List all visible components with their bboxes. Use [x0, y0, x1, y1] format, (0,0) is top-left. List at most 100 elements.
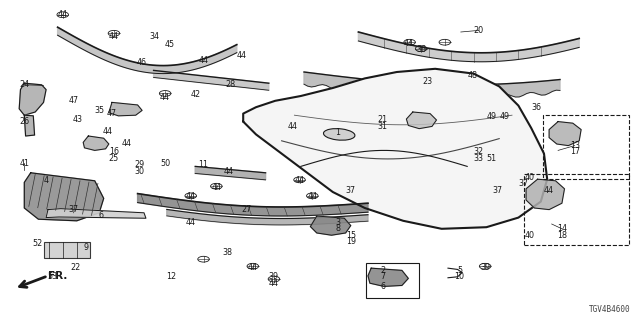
- Text: 44: 44: [269, 279, 279, 288]
- Polygon shape: [310, 216, 351, 235]
- Polygon shape: [368, 268, 408, 286]
- Text: 19: 19: [346, 237, 356, 246]
- Text: 51: 51: [486, 154, 497, 163]
- Text: 47: 47: [107, 109, 117, 118]
- Text: 39: 39: [269, 272, 279, 281]
- Text: 44: 44: [186, 218, 196, 227]
- Text: 45: 45: [164, 40, 175, 49]
- Text: 44: 44: [122, 140, 132, 148]
- Ellipse shape: [323, 129, 355, 140]
- Polygon shape: [24, 173, 104, 221]
- Text: 44: 44: [248, 263, 258, 272]
- Polygon shape: [167, 209, 368, 225]
- Text: FR.: FR.: [48, 271, 67, 281]
- Polygon shape: [109, 102, 142, 116]
- Polygon shape: [58, 27, 237, 74]
- Text: 44: 44: [211, 183, 221, 192]
- Bar: [366, 263, 419, 298]
- Text: 50: 50: [160, 159, 170, 168]
- Text: 39: 39: [480, 263, 490, 272]
- Text: 24: 24: [19, 80, 29, 89]
- Polygon shape: [526, 179, 564, 210]
- Text: 37: 37: [68, 205, 79, 214]
- Text: 13: 13: [570, 141, 580, 150]
- Text: 26: 26: [19, 117, 29, 126]
- Text: 44: 44: [58, 10, 68, 19]
- Text: 44: 44: [294, 176, 305, 185]
- Text: 48: 48: [467, 71, 477, 80]
- Text: 27: 27: [241, 205, 252, 214]
- Text: 37: 37: [493, 186, 503, 195]
- Text: 7: 7: [380, 272, 385, 281]
- Text: 3: 3: [335, 218, 340, 227]
- Text: TGV4B4600: TGV4B4600: [589, 305, 630, 314]
- Text: 38: 38: [222, 248, 232, 257]
- Text: 1: 1: [335, 128, 340, 137]
- Text: 44: 44: [109, 32, 119, 41]
- Text: 37: 37: [346, 186, 356, 195]
- Text: 40: 40: [525, 173, 535, 182]
- Text: 14: 14: [557, 224, 567, 233]
- Polygon shape: [406, 112, 436, 129]
- Text: 40: 40: [525, 231, 535, 240]
- Text: 36: 36: [416, 45, 426, 54]
- Text: 21: 21: [378, 116, 388, 124]
- Text: 25: 25: [109, 154, 119, 163]
- Text: 34: 34: [150, 32, 160, 41]
- Polygon shape: [358, 32, 579, 62]
- Text: 44: 44: [186, 192, 196, 201]
- Text: 44: 44: [237, 52, 247, 60]
- Polygon shape: [549, 122, 581, 146]
- Text: 20: 20: [474, 26, 484, 35]
- Text: 32: 32: [474, 148, 484, 156]
- Text: 44: 44: [224, 167, 234, 176]
- Text: 44: 44: [198, 56, 209, 65]
- Text: 37: 37: [518, 180, 529, 188]
- Text: 44: 44: [403, 39, 413, 48]
- Text: 17: 17: [570, 148, 580, 156]
- Text: 44: 44: [544, 186, 554, 195]
- Text: 28: 28: [225, 80, 236, 89]
- Polygon shape: [24, 115, 35, 136]
- Bar: [44, 242, 90, 258]
- Bar: [524, 174, 629, 245]
- Text: 22: 22: [70, 263, 81, 272]
- Text: 23: 23: [422, 77, 433, 86]
- Text: 10: 10: [454, 272, 465, 281]
- Text: 49: 49: [499, 112, 509, 121]
- Text: 6: 6: [99, 212, 104, 220]
- Text: 52: 52: [32, 239, 42, 248]
- Text: 41: 41: [19, 159, 29, 168]
- Text: 42: 42: [190, 90, 200, 99]
- Text: 43: 43: [73, 116, 83, 124]
- Text: 44: 44: [307, 192, 317, 201]
- Polygon shape: [19, 83, 46, 115]
- Text: 18: 18: [557, 231, 567, 240]
- Text: 15: 15: [346, 231, 356, 240]
- Text: 5: 5: [457, 266, 462, 275]
- Text: 46: 46: [137, 58, 147, 67]
- Text: 47: 47: [68, 96, 79, 105]
- Text: 16: 16: [109, 148, 119, 156]
- Text: 44: 44: [288, 122, 298, 131]
- Polygon shape: [138, 194, 368, 216]
- Text: 12: 12: [166, 272, 177, 281]
- Text: 29: 29: [134, 160, 145, 169]
- Polygon shape: [243, 69, 547, 229]
- Text: 9: 9: [84, 244, 89, 252]
- Polygon shape: [154, 70, 269, 90]
- Text: 6: 6: [380, 282, 385, 291]
- Text: 44: 44: [102, 127, 113, 136]
- Text: 35: 35: [94, 106, 104, 115]
- Text: 4: 4: [44, 176, 49, 185]
- Polygon shape: [195, 166, 266, 180]
- Polygon shape: [83, 136, 109, 150]
- Text: 11: 11: [198, 160, 209, 169]
- Bar: [543, 115, 629, 179]
- Text: 2: 2: [380, 266, 385, 275]
- Text: 33: 33: [474, 154, 484, 163]
- Text: 31: 31: [378, 122, 388, 131]
- Text: 44: 44: [160, 93, 170, 102]
- Text: 36: 36: [531, 103, 541, 112]
- Polygon shape: [304, 72, 560, 99]
